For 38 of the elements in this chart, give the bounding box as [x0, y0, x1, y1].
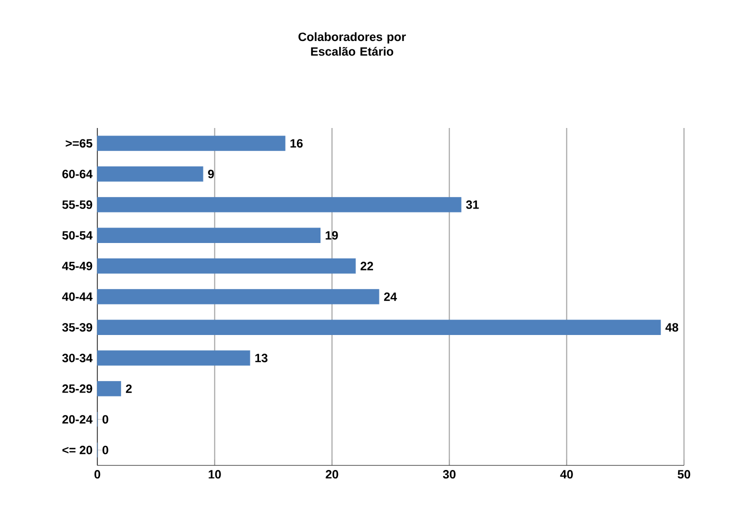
data-label: 24: [384, 292, 397, 301]
bar: [97, 228, 321, 243]
bar: [97, 289, 380, 304]
y-tick-label: <= 20: [62, 446, 92, 454]
bar: [97, 320, 661, 335]
chart-title: Colaboradores por Escalão Etário: [298, 32, 406, 56]
data-label: 19: [326, 231, 338, 240]
y-tick-label: 45-49: [62, 262, 92, 270]
y-tick-label: 50-54: [62, 231, 93, 240]
y-tick-label: 40-44: [62, 292, 93, 301]
data-label: 48: [665, 323, 678, 332]
data-label: 2: [126, 384, 132, 393]
data-label: 0: [102, 415, 108, 424]
y-tick-label: >=65: [66, 139, 92, 148]
data-label: 13: [255, 354, 268, 362]
x-tick-label: 10: [208, 470, 221, 479]
y-tick-label: 60-64: [62, 170, 93, 178]
y-tick-label: 20-24: [62, 415, 93, 424]
data-label: 9: [208, 170, 214, 178]
bar: [97, 258, 356, 274]
data-label: 16: [290, 139, 303, 148]
x-tick-label: 50: [678, 470, 690, 479]
y-tick-label: 35-39: [62, 323, 92, 332]
data-label: 22: [360, 262, 374, 270]
y-tick-label: 55-59: [62, 200, 92, 209]
bar: [97, 350, 250, 366]
data-label: 31: [466, 200, 479, 209]
x-tick-label: 30: [442, 470, 456, 479]
y-tick-label: 25-29: [62, 384, 92, 393]
bar: [97, 381, 122, 396]
data-label: 0: [102, 446, 108, 454]
bar: [97, 197, 462, 212]
bar: [97, 136, 286, 151]
x-tick-label: 40: [560, 470, 573, 479]
y-tick-label: 30-34: [62, 354, 93, 362]
bar: [97, 166, 204, 182]
x-tick-label: 0: [94, 470, 100, 479]
x-tick-label: 20: [326, 470, 338, 479]
